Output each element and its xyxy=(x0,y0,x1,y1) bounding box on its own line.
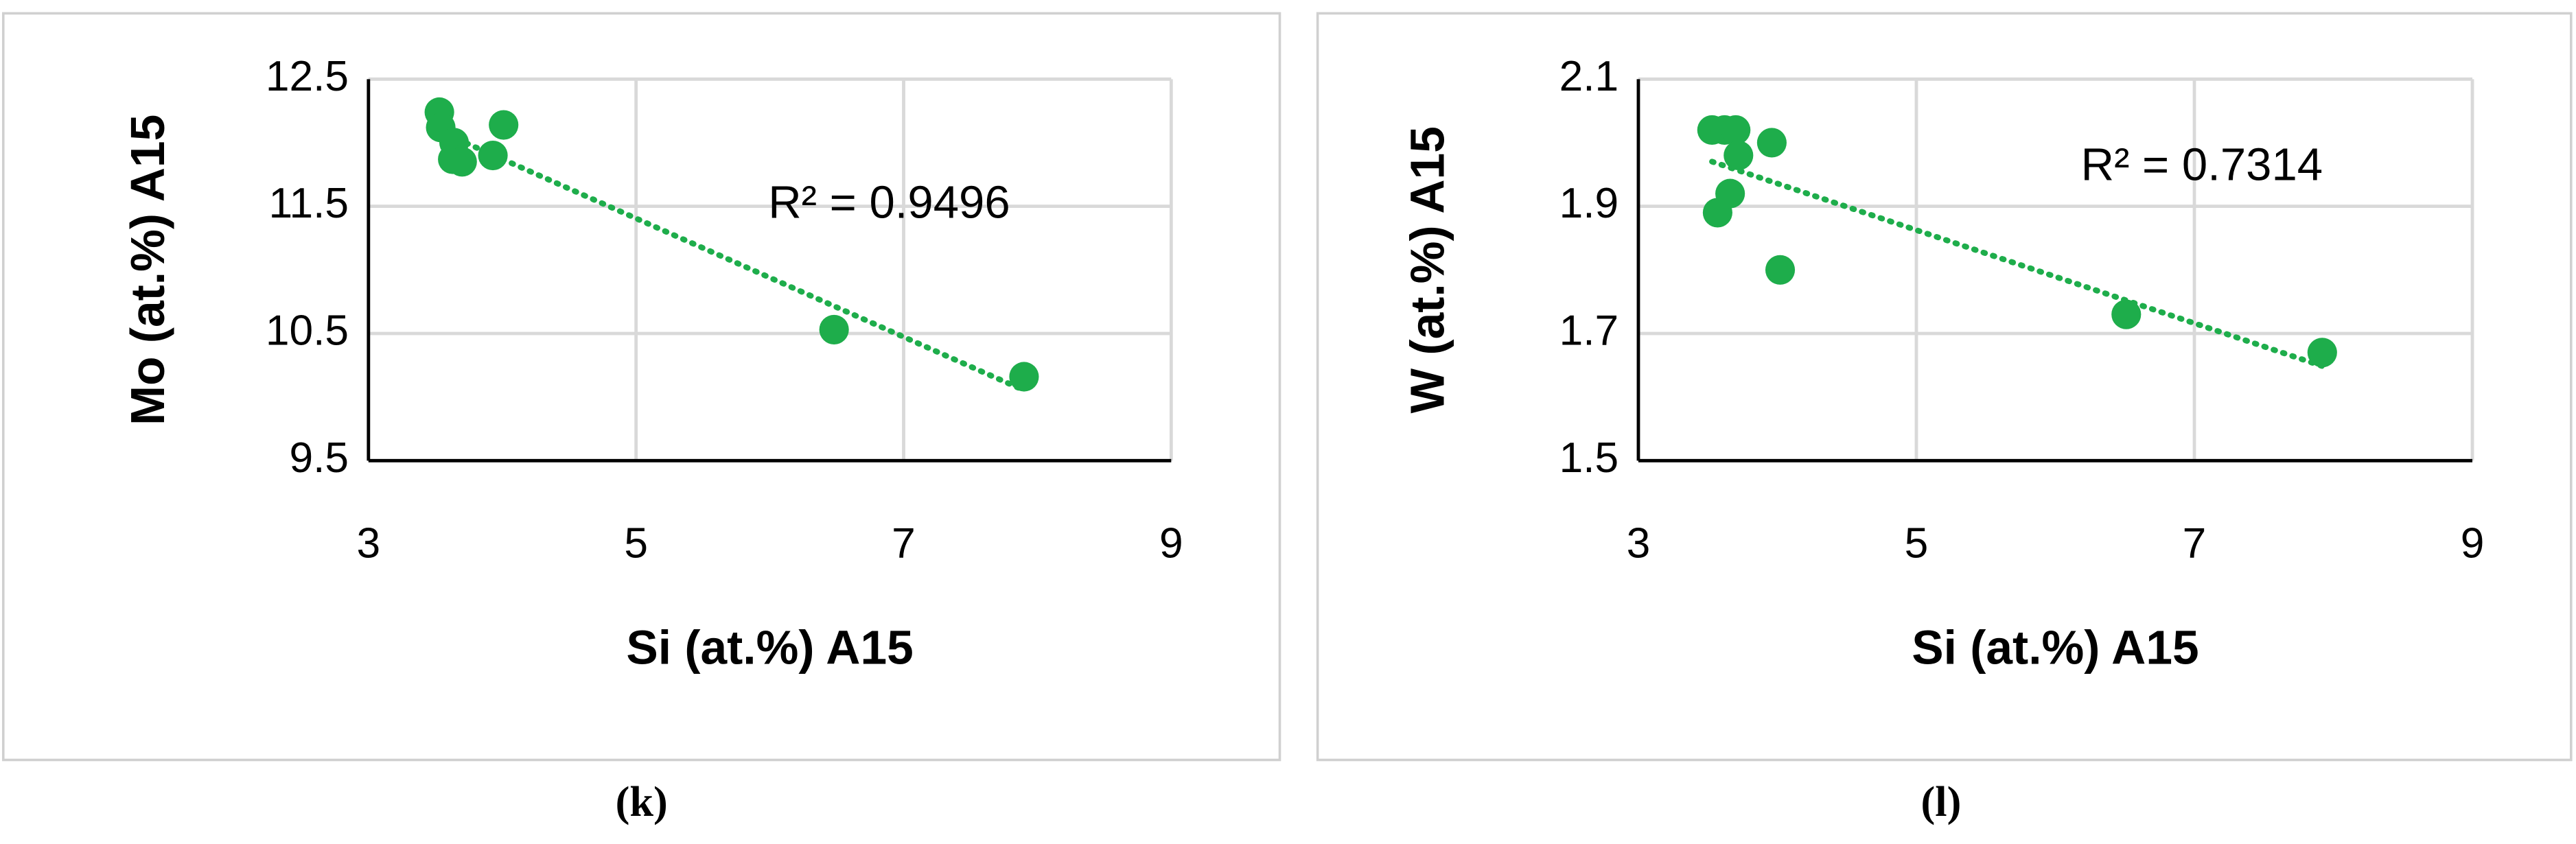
y-tick-label: 10.5 xyxy=(266,307,349,354)
x-tick-label: 5 xyxy=(624,519,648,567)
data-point xyxy=(1721,115,1751,145)
x-axis-label: Si (at.%) A15 xyxy=(626,621,913,675)
data-point xyxy=(447,147,477,177)
trendline xyxy=(436,128,1028,393)
y-axis-label: Mo (at.%) A15 xyxy=(121,115,174,425)
data-point xyxy=(2111,299,2142,329)
data-point xyxy=(489,110,519,140)
y-tick-label: 1.5 xyxy=(1559,434,1619,482)
y-axis-label: W (at.%) A15 xyxy=(1400,126,1454,413)
y-tick-label: 12.5 xyxy=(266,53,349,100)
trendline xyxy=(1709,159,2325,369)
x-tick-label: 9 xyxy=(2461,519,2485,567)
y-tick-label: 1.9 xyxy=(1559,180,1619,227)
panel-border xyxy=(1,12,1281,762)
y-tick-label: 2.1 xyxy=(1559,53,1619,100)
x-tick-label: 5 xyxy=(1905,519,1929,567)
panel-border xyxy=(1316,12,2573,762)
data-point xyxy=(1724,140,1754,171)
y-tick-label: 9.5 xyxy=(289,434,349,482)
data-point xyxy=(1756,128,1787,158)
caption: (k) xyxy=(616,778,668,825)
y-tick-label: 1.7 xyxy=(1559,307,1619,354)
x-tick-label: 3 xyxy=(1627,519,1651,567)
x-tick-label: 3 xyxy=(356,519,380,567)
data-point xyxy=(819,314,849,344)
data-point xyxy=(1765,255,1796,285)
annotation: R² = 0.9496 xyxy=(768,177,1010,228)
data-point xyxy=(478,140,508,171)
data-point xyxy=(1702,198,1732,228)
y-tick-label: 11.5 xyxy=(268,180,349,227)
x-tick-label: 7 xyxy=(892,519,916,567)
x-tick-label: 9 xyxy=(1159,519,1183,567)
x-tick-label: 7 xyxy=(2183,519,2207,567)
annotation: R² = 0.7314 xyxy=(2081,139,2323,190)
data-point xyxy=(2307,338,2337,368)
caption: (l) xyxy=(1921,778,1962,825)
data-point xyxy=(1009,362,1039,392)
x-axis-label: Si (at.%) A15 xyxy=(1912,621,2198,675)
